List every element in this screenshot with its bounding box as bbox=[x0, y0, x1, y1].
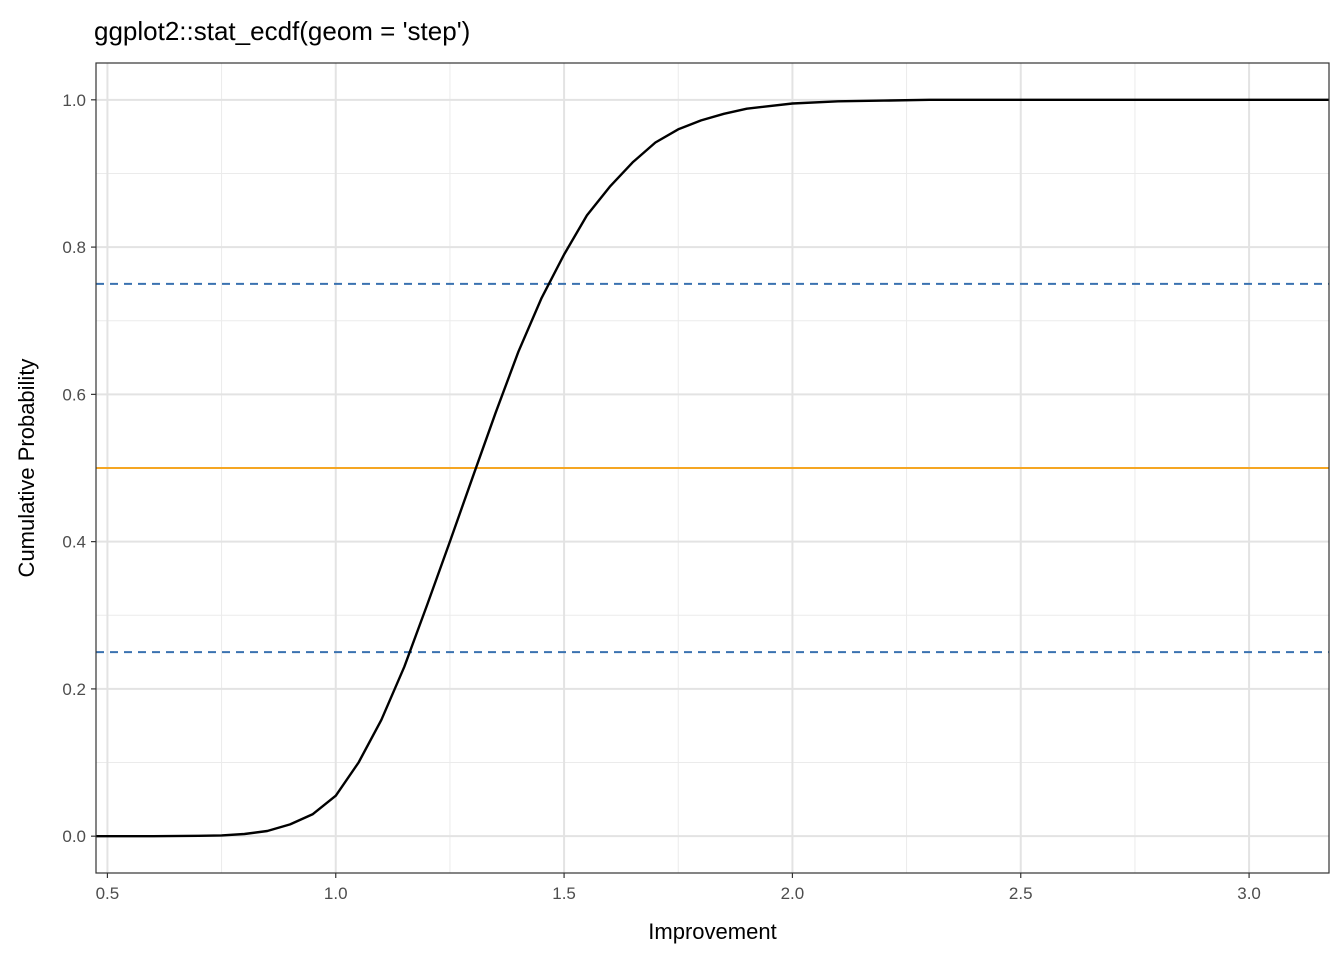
x-tick-label: 0.5 bbox=[96, 884, 120, 903]
x-tick-label: 3.0 bbox=[1237, 884, 1261, 903]
y-tick-label: 0.4 bbox=[62, 533, 86, 552]
series-lines bbox=[96, 98, 1329, 838]
x-tick-label: 1.5 bbox=[552, 884, 576, 903]
y-tick-label: 0.6 bbox=[62, 385, 86, 404]
y-tick-label: 0.2 bbox=[62, 680, 86, 699]
y-axis-title: Cumulative Probability bbox=[14, 359, 39, 578]
chart-title: ggplot2::stat_ecdf(geom = 'step') bbox=[94, 16, 470, 46]
ecdf-series-line bbox=[96, 98, 1329, 838]
y-tick-label: 0.8 bbox=[62, 238, 86, 257]
x-axis-title: Improvement bbox=[648, 919, 776, 944]
reference-lines bbox=[96, 282, 1329, 654]
x-tick-label: 1.0 bbox=[324, 884, 348, 903]
x-tick-label: 2.0 bbox=[781, 884, 805, 903]
y-tick-label: 0.0 bbox=[62, 827, 86, 846]
y-axis-ticks: 0.0 0.2 0.4 0.6 0.8 1.0 bbox=[62, 91, 96, 846]
panel-border bbox=[95, 62, 1330, 874]
x-axis-ticks: 0.5 1.0 1.5 2.0 2.5 3.0 bbox=[96, 873, 1261, 903]
x-tick-label: 2.5 bbox=[1009, 884, 1033, 903]
y-tick-label: 1.0 bbox=[62, 91, 86, 110]
